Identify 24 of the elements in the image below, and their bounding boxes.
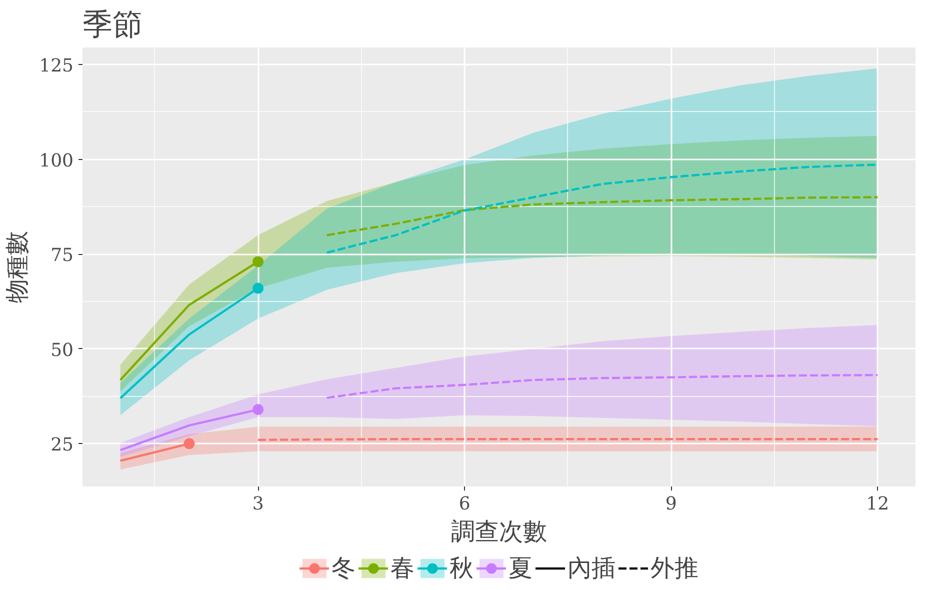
point	[252, 282, 264, 294]
point	[252, 256, 264, 268]
legend-label: 夏	[508, 553, 532, 584]
point	[184, 438, 195, 450]
x-tick-label: 12	[866, 494, 890, 514]
legend-label: 春	[390, 553, 414, 584]
y-tick-label: 75	[50, 245, 74, 266]
y-tick-label: 50	[50, 340, 74, 361]
x-tick-label: 6	[458, 494, 470, 514]
x-axis-title: 調查次數	[451, 518, 547, 546]
y-axis-title: 物種數	[3, 231, 32, 303]
point	[252, 404, 264, 416]
x-tick-label: 3	[252, 494, 264, 514]
y-tick-label: 125	[39, 56, 74, 77]
y-tick-label: 100	[39, 150, 74, 172]
text: 內插	[568, 553, 616, 584]
text: 外推	[650, 553, 698, 584]
line-series	[326, 196, 879, 236]
line-series	[326, 374, 879, 399]
legend-label: 冬	[332, 553, 356, 584]
x-tick-label: 9	[665, 494, 677, 514]
chart-title: 季節	[82, 8, 142, 42]
y-tick-label: 25	[50, 434, 74, 456]
legend-label: 秋	[450, 553, 474, 584]
